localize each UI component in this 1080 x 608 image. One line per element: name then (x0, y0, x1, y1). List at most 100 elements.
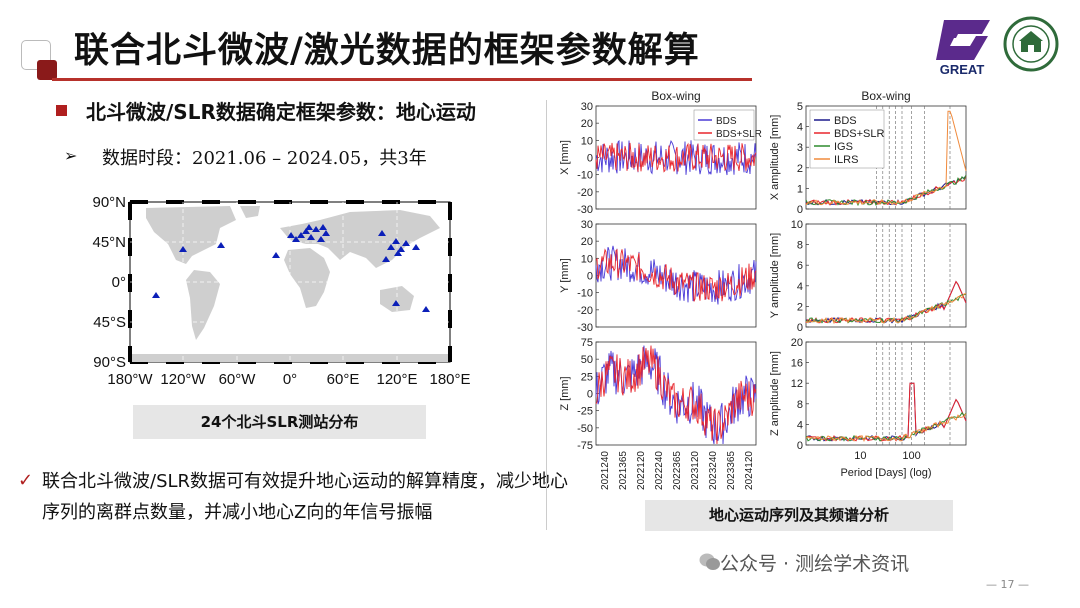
legend-label: IGS (834, 141, 853, 153)
lat-label: 45°N (92, 234, 126, 251)
series-line-bds-slr (595, 142, 757, 173)
y-tick-label: 1 (797, 183, 803, 195)
y-tick-label: -25 (577, 406, 593, 418)
y-tick-label: -50 (577, 423, 593, 435)
x-tick-label: 2023240 (708, 451, 719, 490)
y-tick-label: -20 (577, 305, 593, 317)
y-tick-label: -30 (577, 322, 593, 334)
y-tick-label: 0 (797, 204, 803, 216)
x-tick-label: 2023120 (690, 451, 701, 490)
y-tick-label: 10 (581, 253, 593, 265)
station-marker (394, 250, 402, 256)
great-logo: GREAT (936, 20, 990, 77)
x-tick-label: 10 (854, 450, 866, 462)
y-tick-label: -30 (577, 204, 593, 216)
x-tick-label: 2022120 (636, 451, 647, 490)
y-tick-label: 8 (797, 240, 803, 252)
station-marker (305, 224, 313, 230)
legend-label: BDS+SLR (716, 129, 762, 140)
y-tick-label: 4 (797, 419, 803, 431)
lon-label: 120°E (376, 371, 417, 388)
series-line-bds-slr (595, 345, 757, 445)
legend-label: BDS (834, 115, 857, 127)
legend-box (693, 109, 755, 141)
station-marker (272, 252, 280, 258)
spectrum-line-ilrs (805, 293, 967, 325)
station-marker (382, 256, 390, 262)
spectrum-line-ilrs (805, 110, 967, 206)
y-tick-label: 0 (587, 153, 593, 165)
y-tick-label: 30 (581, 219, 593, 231)
station-marker (422, 306, 430, 312)
chart-title: Box-wing (861, 89, 910, 103)
x-tick-label: 2021240 (600, 451, 611, 490)
lon-label: 60°W (219, 371, 257, 388)
charts-caption: 地心运动序列及其频谱分析 (645, 500, 953, 531)
lat-label: 0° (112, 274, 126, 291)
y-tick-label: -20 (577, 187, 593, 199)
y-axis-label: Y amplitude [mm] (769, 233, 781, 318)
station-marker (322, 230, 330, 236)
university-emblem (1003, 16, 1059, 72)
station-marker (297, 232, 305, 238)
y-tick-label: 10 (791, 219, 803, 231)
y-axis-label: X [mm] (559, 140, 571, 175)
summary-text: 联合北斗微波/SLR数据可有效提升地心运动的解算精度，减少地心序列的离群点数量，… (42, 471, 569, 523)
station-marker (179, 246, 187, 252)
wechat-icon (699, 553, 720, 570)
x-tick-label: 2022240 (654, 451, 665, 490)
station-marker (402, 240, 410, 246)
slide-title: 联合北斗微波/激光数据的框架参数解算 (74, 31, 700, 71)
legend-label: BDS (716, 116, 737, 127)
lon-label: 60°E (327, 371, 360, 388)
station-marker (387, 244, 395, 250)
station-map: 90°N 45°N 0° 45°S 90°S 180°W 120°W 60°W … (92, 194, 470, 388)
lat-label: 90°S (93, 354, 126, 371)
y-tick-label: 6 (797, 260, 803, 272)
spectrum-panel-2 (805, 223, 967, 328)
y-tick-label: 2 (797, 301, 803, 313)
x-axis-label: Period [Days] (log) (840, 467, 931, 479)
station-marker (312, 226, 320, 232)
y-tick-label: 50 (581, 354, 593, 366)
great-logo-text: GREAT (940, 62, 985, 77)
station-marker (412, 244, 420, 250)
station-marker (397, 246, 405, 252)
spectrum-line-ilrs (805, 413, 967, 443)
y-tick-label: 20 (581, 118, 593, 130)
station-marker (392, 238, 400, 244)
y-tick-label: -10 (577, 288, 593, 300)
y-tick-label: -75 (577, 440, 593, 452)
y-tick-label: 4 (797, 281, 803, 293)
legend-label: ILRS (834, 154, 858, 166)
y-tick-label: 4 (797, 122, 803, 134)
station-marker (317, 236, 325, 242)
y-axis-label: Y [mm] (559, 258, 571, 293)
lon-label: 180°W (107, 371, 153, 388)
page-number: — 17 — (986, 578, 1029, 591)
lat-label: 90°N (92, 194, 126, 211)
station-marker (152, 292, 160, 298)
x-tick-label: 2023365 (726, 451, 737, 490)
continents (132, 206, 448, 362)
station-markers (152, 224, 430, 312)
y-tick-label: 2 (797, 163, 803, 175)
y-tick-label: 0 (797, 322, 803, 334)
title-underline (52, 78, 752, 81)
header-decoration-frame (21, 40, 51, 70)
y-tick-label: 16 (791, 358, 803, 370)
x-tick-label: 2022365 (672, 451, 683, 490)
y-tick-label: 0 (797, 440, 803, 452)
y-axis-label: Z [mm] (559, 376, 571, 410)
series-line-bds (595, 345, 757, 445)
station-marker (307, 234, 315, 240)
bullet-square (56, 105, 67, 116)
y-tick-label: 0 (587, 271, 593, 283)
y-tick-label: 12 (791, 378, 803, 390)
x-tick-label: 2021365 (618, 451, 629, 490)
spectrum-panel-3 (805, 341, 967, 446)
lon-label: 0° (283, 371, 297, 388)
lon-label: 120°W (160, 371, 206, 388)
x-tick-label: 100 (902, 450, 920, 462)
